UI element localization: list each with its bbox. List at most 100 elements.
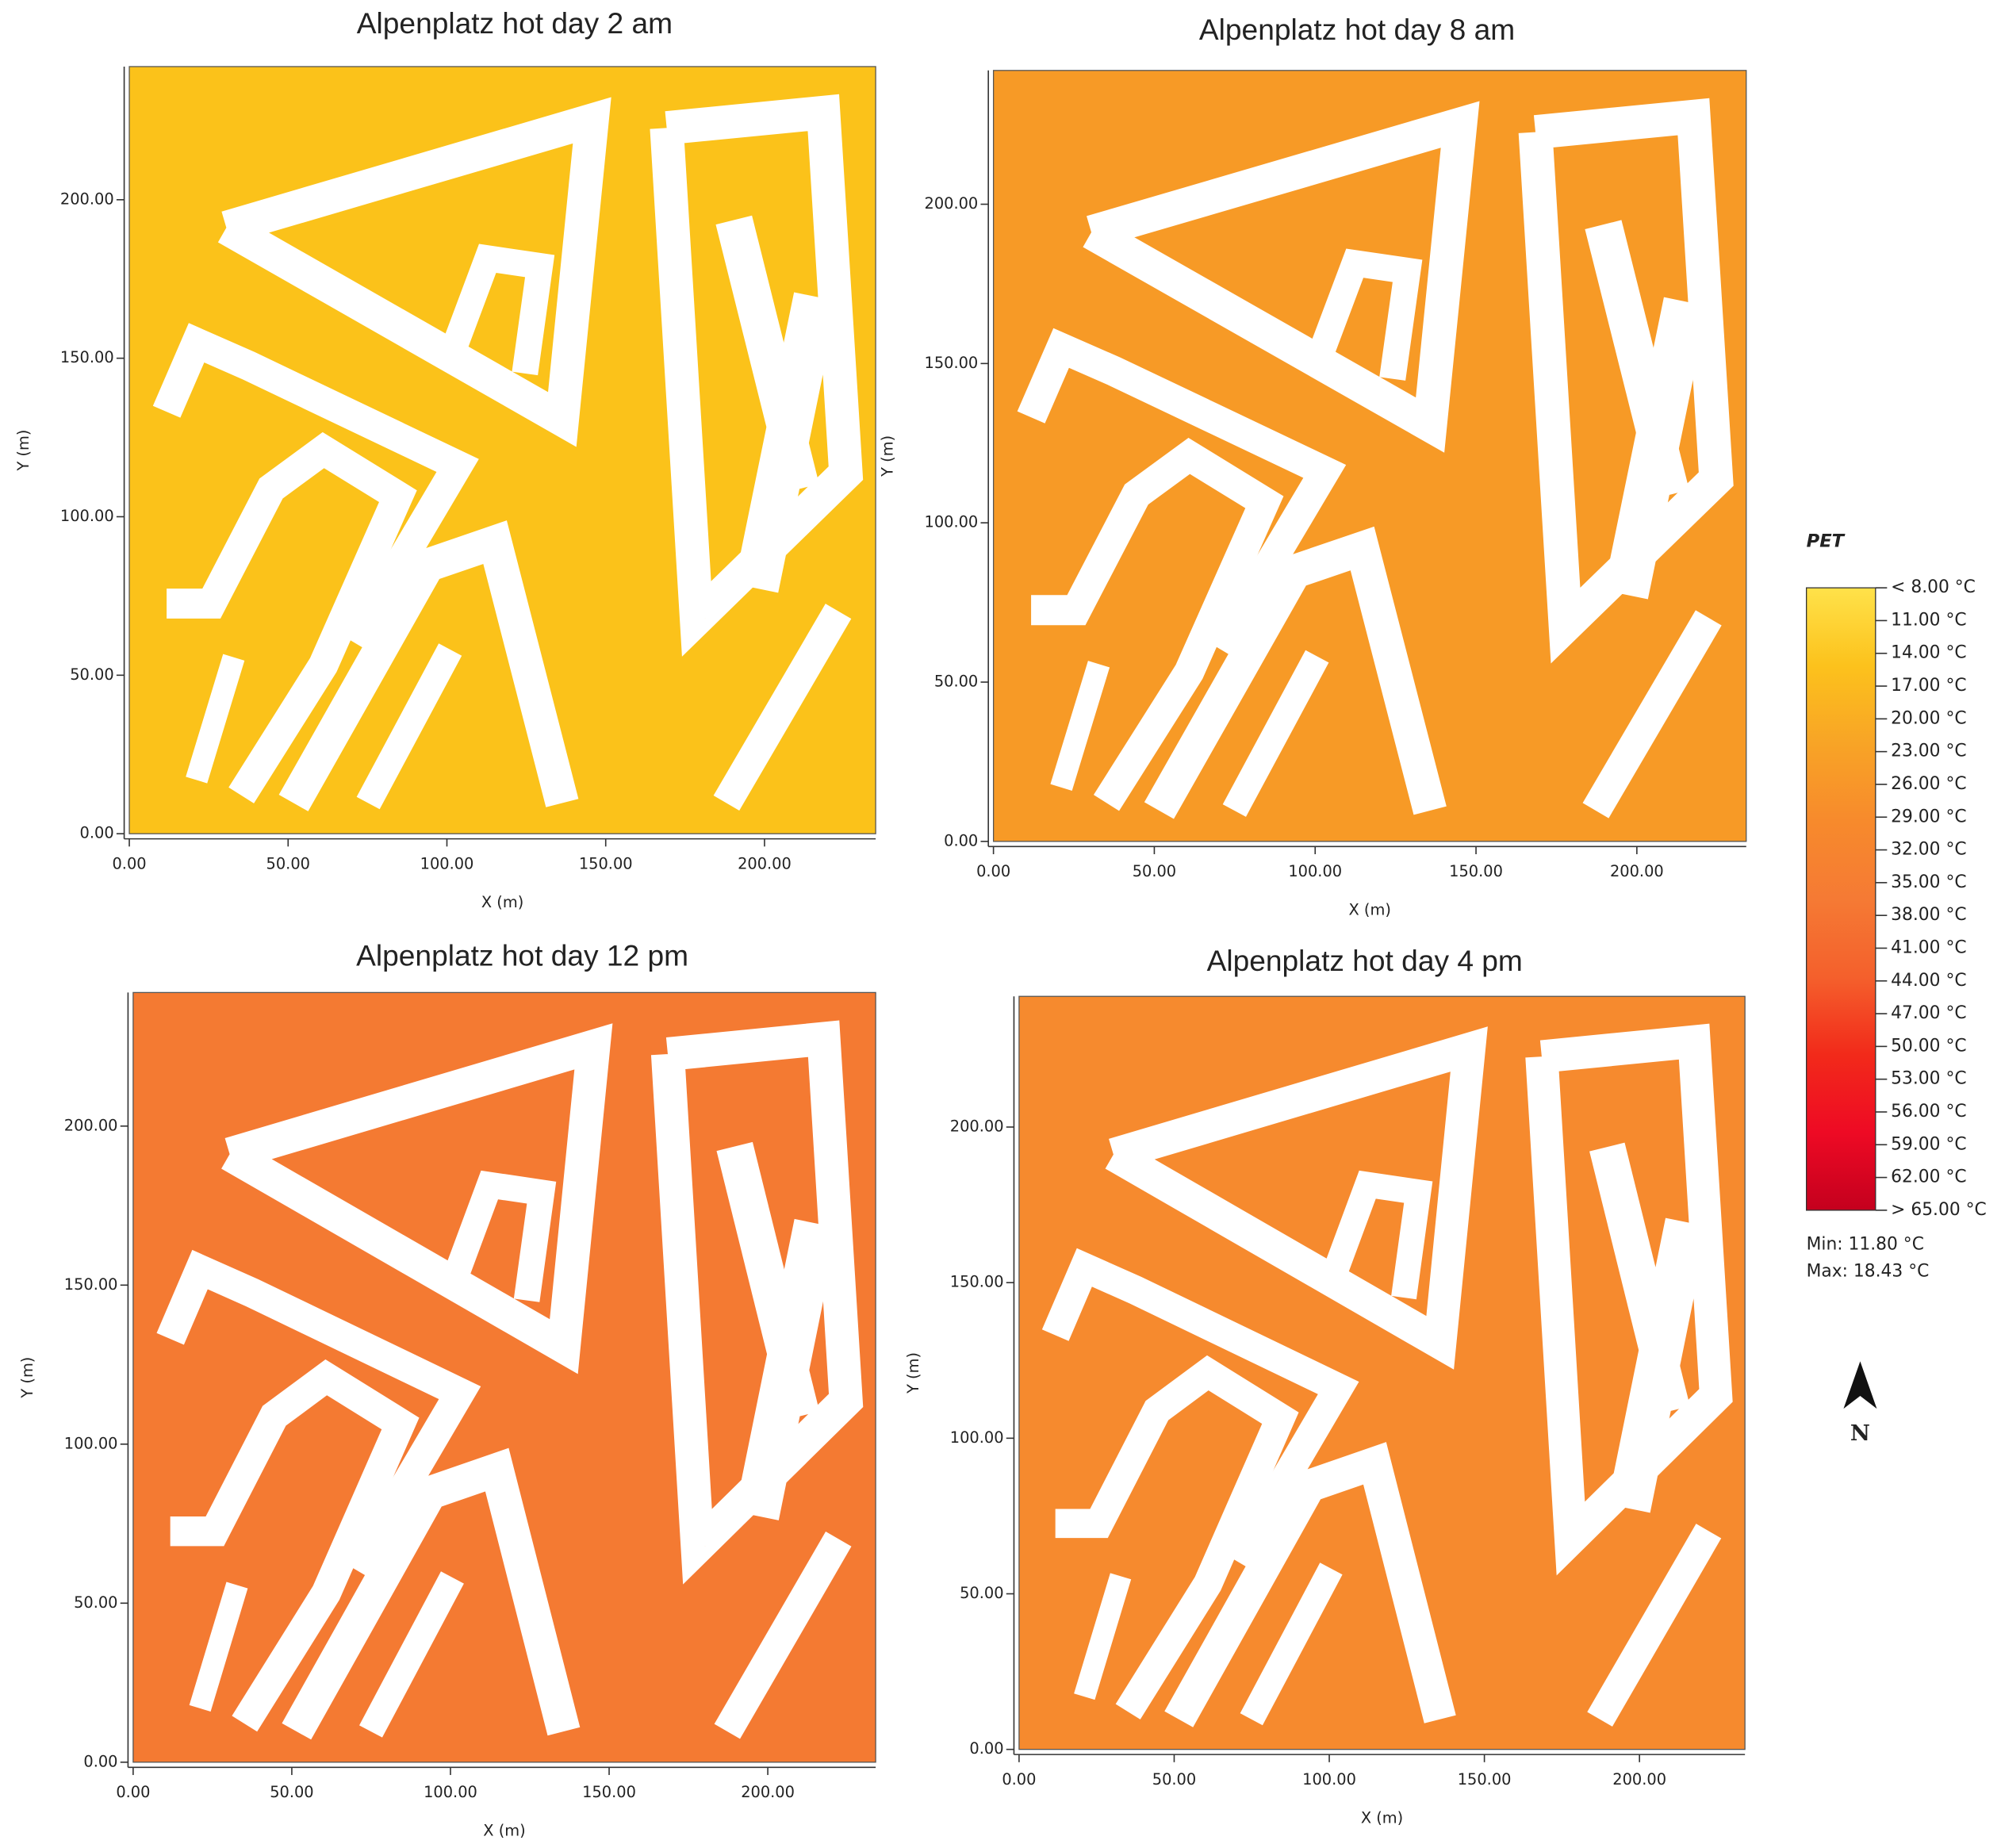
colorbar-label: 14.00 °C [1891,643,1966,663]
y-tick-label: 150.00 [925,354,979,372]
x-tick-label: 150.00 [1458,1770,1512,1789]
colorbar-label: 50.00 °C [1891,1036,1966,1056]
colorbar-label: 35.00 °C [1891,872,1966,892]
heat-field [1018,996,1746,1750]
y-tick-label: 100.00 [925,513,979,531]
y-tick-label: 50.00 [934,673,978,691]
y-tick-label: 100.00 [950,1428,1004,1447]
building [1222,650,1329,817]
min-text: Min: 11.80 °C [1807,1234,1924,1254]
building [221,1023,613,1374]
building [356,643,462,810]
x-axis-label: X (m) [1349,901,1391,919]
y-tick-label: 0.00 [80,824,114,842]
colorbar-label: 11.00 °C [1891,610,1966,630]
building [1144,526,1447,819]
building [1240,1562,1343,1726]
building [186,654,245,784]
panel: Alpenplatz hot day 4 pm 0.00 50.00 100.00 15… [904,944,1746,1827]
y-tick-label: 150.00 [64,1275,118,1294]
colorbar [1805,587,1876,1211]
heat-field [993,70,1746,842]
colorbar-label: 53.00 °C [1891,1069,1966,1089]
panel: Alpenplatz hot day 8 am 0.00 50.00 100.00 15… [879,13,1747,919]
building [1585,220,1689,500]
colorbar-label: 17.00 °C [1891,676,1966,696]
building [1074,1573,1132,1700]
x-tick-label: 0.00 [976,862,1010,880]
plot-frame [992,70,1747,842]
y-tick-label: 50.00 [70,665,113,684]
building [189,1582,248,1712]
building [650,94,864,657]
y-tick-label: 0.00 [944,831,978,849]
building [1587,1524,1722,1727]
x-tick-label: 100.00 [420,854,474,872]
y-tick-label: 200.00 [950,1118,1004,1136]
building [1525,1023,1733,1576]
building [714,1532,852,1739]
building [1518,98,1734,664]
plot-frame [128,66,876,834]
building [1041,1248,1359,1569]
colorbar-label: 47.00 °C [1891,1003,1966,1023]
panel-title: Alpenplatz hot day 2 am [357,6,673,40]
x-tick-label: 50.00 [1152,1770,1196,1789]
colorbar-label: 41.00 °C [1891,937,1966,957]
x-axis-label: X (m) [483,1822,525,1840]
building [156,1249,481,1578]
colorbar-label: 23.00 °C [1891,742,1966,761]
building [1083,101,1480,453]
building [1105,1026,1488,1370]
building [438,243,555,376]
building [1017,328,1347,657]
y-tick-label: 200.00 [60,190,114,208]
panel-title: Alpenplatz hot day 4 pm [1207,944,1523,977]
building [1589,1142,1690,1415]
x-tick-label: 0.00 [1002,1770,1036,1789]
x-axis-label: X (m) [1361,1808,1403,1827]
x-tick-label: 50.00 [266,854,310,872]
y-axis-label: Y (m) [904,1352,922,1394]
y-tick-label: 150.00 [60,348,114,366]
x-tick-label: 100.00 [1288,862,1342,880]
x-tick-label: 150.00 [1449,862,1503,880]
y-tick-label: 0.00 [969,1739,1003,1758]
x-tick-label: 150.00 [582,1783,636,1801]
x-tick-label: 200.00 [1610,862,1664,880]
x-tick-label: 200.00 [738,854,792,872]
y-tick-label: 50.00 [74,1593,117,1612]
colorbar-label: 29.00 °C [1891,807,1966,826]
x-tick-label: 0.00 [112,854,146,872]
building [1031,437,1284,811]
building [1055,1355,1299,1720]
building [152,323,479,650]
x-axis-label: X (m) [481,893,523,911]
north-arrow [1843,1361,1877,1409]
colorbar-label: 44.00 °C [1891,971,1966,991]
building [170,1359,420,1732]
panel: Alpenplatz hot day 2 am 0.00 50.00 100.00 15… [14,6,876,911]
building [359,1571,464,1738]
building [440,1170,557,1302]
x-tick-label: 0.00 [116,1783,150,1801]
y-tick-label: 0.00 [83,1752,117,1770]
y-tick-label: 200.00 [925,194,979,213]
x-tick-label: 200.00 [1612,1770,1666,1789]
y-tick-label: 50.00 [960,1584,1003,1602]
colorbar-title: PET [1807,531,1846,552]
colorbar-label: 20.00 °C [1891,708,1966,728]
colorbar-label: 32.00 °C [1891,840,1966,860]
colorbar-label: 38.00 °C [1891,905,1966,925]
colorbar-label: 59.00 °C [1891,1134,1966,1154]
panel-title: Alpenplatz hot day 12 pm [356,939,688,972]
plot-frame [1018,995,1746,1750]
y-axis-label: Y (m) [879,435,897,477]
colorbar-label: > 65.00 °C [1891,1200,1987,1220]
panel: Alpenplatz hot day 12 pm 0.00 50.00 100.00 1… [18,939,876,1840]
y-tick-label: 200.00 [64,1116,118,1134]
colorbar-label: 56.00 °C [1891,1102,1966,1121]
colorbar-label: 26.00 °C [1891,774,1966,794]
panel-title: Alpenplatz hot day 8 am [1199,13,1515,46]
